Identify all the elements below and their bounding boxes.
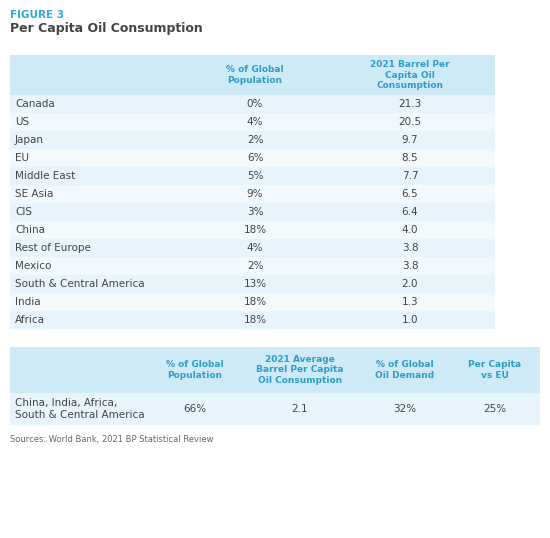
Bar	[10, 257, 495, 275]
Text: 0%: 0%	[247, 99, 263, 109]
Text: 32%: 32%	[393, 404, 416, 414]
Text: Middle East: Middle East	[15, 171, 75, 181]
Text: 21.3: 21.3	[398, 99, 422, 109]
Text: Mexico: Mexico	[15, 261, 51, 271]
Bar	[10, 55, 495, 95]
Text: China, India, Africa,
South & Central America: China, India, Africa, South & Central Am…	[15, 398, 145, 420]
Text: Per Capita
vs EU: Per Capita vs EU	[469, 360, 521, 380]
Text: 2.1: 2.1	[292, 404, 309, 414]
Text: 5%: 5%	[247, 171, 263, 181]
Bar	[10, 167, 495, 185]
Bar	[10, 239, 495, 257]
Text: 8.5: 8.5	[402, 153, 419, 163]
Text: 6%: 6%	[247, 153, 263, 163]
Text: Japan: Japan	[15, 135, 44, 145]
Text: South & Central America: South & Central America	[15, 279, 145, 289]
Text: 3.8: 3.8	[402, 261, 419, 271]
Text: FIGURE 3: FIGURE 3	[10, 10, 64, 20]
Bar	[10, 113, 495, 131]
Text: Africa: Africa	[15, 315, 45, 325]
Bar	[10, 185, 495, 203]
Text: 18%: 18%	[244, 297, 267, 307]
Text: 2%: 2%	[247, 261, 263, 271]
Text: % of Global
Population: % of Global Population	[166, 360, 224, 380]
Text: 2021 Barrel Per
Capita Oil
Consumption: 2021 Barrel Per Capita Oil Consumption	[370, 60, 450, 90]
Text: 66%: 66%	[184, 404, 207, 414]
Text: 4%: 4%	[247, 117, 263, 127]
Text: Per Capita Oil Consumption: Per Capita Oil Consumption	[10, 22, 203, 35]
Text: % of Global
Oil Demand: % of Global Oil Demand	[376, 360, 434, 380]
Bar	[10, 311, 495, 329]
Text: SE Asia: SE Asia	[15, 189, 53, 199]
Text: 4.0: 4.0	[402, 225, 418, 235]
Bar	[10, 393, 540, 425]
Text: 1.0: 1.0	[402, 315, 418, 325]
Text: 20.5: 20.5	[398, 117, 421, 127]
Text: 4%: 4%	[247, 243, 263, 253]
Text: India: India	[15, 297, 41, 307]
Text: 13%: 13%	[244, 279, 267, 289]
Text: 6.4: 6.4	[402, 207, 419, 217]
Text: 25%: 25%	[483, 404, 507, 414]
Text: EU: EU	[15, 153, 29, 163]
Text: Rest of Europe: Rest of Europe	[15, 243, 91, 253]
Text: 3%: 3%	[247, 207, 263, 217]
Text: % of Global
Population: % of Global Population	[226, 65, 284, 84]
Bar	[10, 293, 495, 311]
Bar	[10, 347, 540, 393]
Text: 7.7: 7.7	[402, 171, 419, 181]
Text: China: China	[15, 225, 45, 235]
Text: 9%: 9%	[247, 189, 263, 199]
Text: 6.5: 6.5	[402, 189, 419, 199]
Text: 18%: 18%	[244, 315, 267, 325]
Text: 9.7: 9.7	[402, 135, 419, 145]
Text: 1.3: 1.3	[402, 297, 419, 307]
Text: Canada: Canada	[15, 99, 55, 109]
Bar	[10, 203, 495, 221]
Bar	[10, 95, 495, 113]
Text: 18%: 18%	[244, 225, 267, 235]
Text: 3.8: 3.8	[402, 243, 419, 253]
Text: US: US	[15, 117, 29, 127]
Text: Sources: World Bank, 2021 BP Statistical Review: Sources: World Bank, 2021 BP Statistical…	[10, 435, 213, 444]
Bar	[10, 131, 495, 149]
Text: 2.0: 2.0	[402, 279, 418, 289]
Bar	[10, 149, 495, 167]
Text: CIS: CIS	[15, 207, 32, 217]
Text: 2021 Average
Barrel Per Capita
Oil Consumption: 2021 Average Barrel Per Capita Oil Consu…	[256, 355, 344, 385]
Text: 2%: 2%	[247, 135, 263, 145]
Bar	[10, 221, 495, 239]
Bar	[10, 275, 495, 293]
